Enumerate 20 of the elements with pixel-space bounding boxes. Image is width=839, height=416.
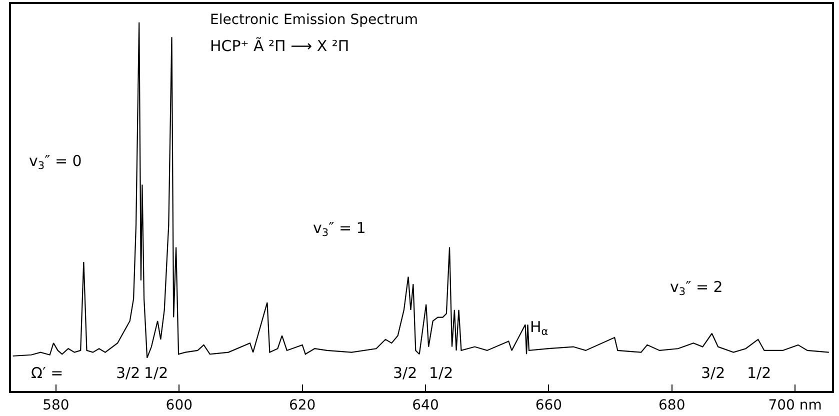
annotation: v$_{3}$″ = 2 bbox=[670, 278, 723, 298]
annotation: 3/2 bbox=[701, 364, 726, 382]
x-tick-label: 640 bbox=[412, 398, 439, 414]
x-tick-label: 620 bbox=[288, 398, 316, 414]
annotation: 1/2 bbox=[144, 364, 168, 382]
x-tick-label: 700 nm bbox=[768, 398, 822, 414]
annotation: 3/2 bbox=[116, 364, 140, 382]
annotation: v$_{3}$″ = 0 bbox=[29, 152, 82, 172]
x-tick-label: 600 bbox=[166, 398, 193, 414]
annotation: Ω′ = bbox=[31, 364, 64, 382]
annotation: v$_{3}$″ = 1 bbox=[313, 219, 366, 240]
x-tick-label: 680 bbox=[658, 398, 686, 414]
annotation: 1/2 bbox=[429, 364, 454, 382]
text: HCP⁺ Ã ²Π ⟶ X ²Π bbox=[210, 37, 350, 55]
annotation: 3/2 bbox=[393, 364, 418, 382]
annotation: 1/2 bbox=[747, 364, 772, 382]
chart-title: Electronic Emission Spectrum bbox=[210, 12, 418, 28]
x-tick-label: 660 bbox=[535, 398, 562, 414]
x-tick-label: 580 bbox=[42, 398, 70, 414]
annotation: H$_{α}$ bbox=[530, 318, 548, 338]
